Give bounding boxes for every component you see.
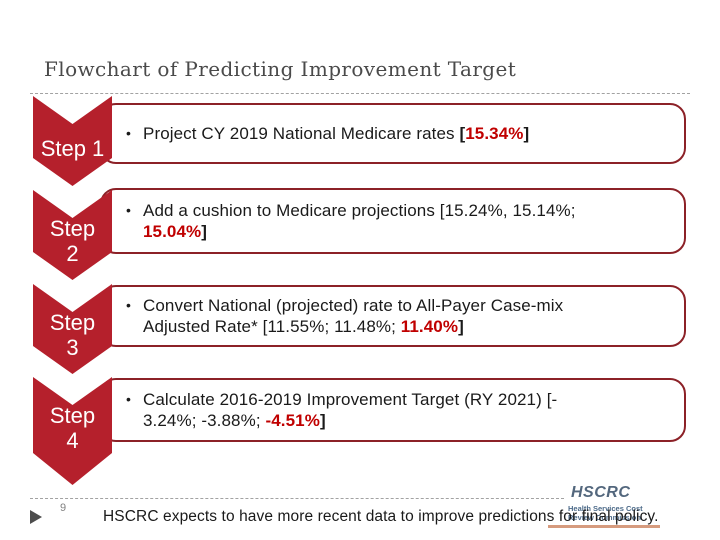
step-arrow-label: 4: [66, 428, 79, 453]
step-text-segment: ]: [458, 317, 464, 336]
step-text-segment: Convert National (projected) rate to All…: [143, 295, 564, 315]
step-arrow-label: Step: [49, 216, 96, 241]
step-value-highlight: 11.40%: [400, 317, 459, 336]
step-text-segment: Adjusted Rate* [11.55%; 11.48%;: [143, 317, 401, 336]
step-arrow-icon-1: Step 1: [33, 96, 112, 186]
step-text-3: Convert National (projected) rate to All…: [143, 295, 563, 338]
hscrc-logo: HSCRC Health Services Cost Review Commis…: [548, 484, 664, 528]
hscrc-logo-underline: [548, 525, 660, 528]
step-text-segment: Calculate 2016-2019 Improvement Target (…: [143, 389, 558, 409]
step-value-highlight: 15.04%: [143, 222, 202, 241]
step-text-segment: ]: [319, 411, 326, 430]
page-number: 9: [60, 502, 67, 514]
step-arrow-label: 2: [66, 241, 79, 266]
step-text-segment: ]: [523, 123, 530, 143]
title-divider-dashed-line: [30, 93, 690, 94]
step-box-2: • Add a cushion to Medicare projections […: [100, 188, 686, 254]
bullet-glyph: •: [126, 124, 131, 141]
bullet-glyph: •: [126, 201, 131, 218]
step-text-1: Project CY 2019 National Medicare rates …: [143, 123, 529, 145]
step-value-highlight: 15.34%: [465, 123, 524, 143]
step-arrow-label: Step 1: [40, 136, 105, 161]
step-arrow-icon-4: Step 4: [33, 377, 112, 485]
hscrc-logo-subtitle-line1: Health Services Cost: [568, 504, 643, 513]
step-text-segment: Add a cushion to Medicare projections [1…: [143, 200, 576, 220]
step-text-segment: Project CY 2019 National Medicare rates: [143, 123, 460, 143]
footer-note: HSCRC expects to have more recent data t…: [103, 508, 659, 525]
footer-arrow-icon: [30, 510, 42, 524]
step-text-2: Add a cushion to Medicare projections [1…: [143, 200, 576, 243]
step-text-segment: [: [459, 123, 466, 143]
step-box-4: • Calculate 2016-2019 Improvement Target …: [100, 378, 686, 442]
step-arrow-label: Step: [49, 403, 96, 428]
footer-divider-dashed-line: [30, 498, 564, 499]
step-arrow-icon-2: Step 2: [33, 190, 112, 280]
step-value-highlight: -4.51%: [265, 411, 320, 430]
hscrc-logo-acronym: HSCRC: [571, 484, 631, 501]
step-arrow-label: Step: [49, 310, 96, 335]
step-arrow-icon-3: Step 3: [33, 284, 112, 374]
step-arrow-label: 3: [66, 335, 79, 360]
bullet-glyph: •: [126, 390, 131, 407]
step-box-3: • Convert National (projected) rate to Al…: [100, 285, 686, 347]
step-text-segment: ]: [201, 222, 208, 241]
step-text-4: Calculate 2016-2019 Improvement Target (…: [143, 389, 557, 432]
hscrc-logo-subtitle: Health Services Cost Review Commission: [568, 504, 664, 522]
step-box-1: • Project CY 2019 National Medicare rates…: [100, 103, 686, 164]
hscrc-logo-subtitle-line2: Review Commission: [568, 512, 641, 522]
slide-title: Flowchart of Predicting Improvement Targ…: [44, 57, 517, 81]
step-text-segment: 3.24%; -3.88%;: [143, 411, 266, 430]
bullet-glyph: •: [126, 296, 131, 313]
